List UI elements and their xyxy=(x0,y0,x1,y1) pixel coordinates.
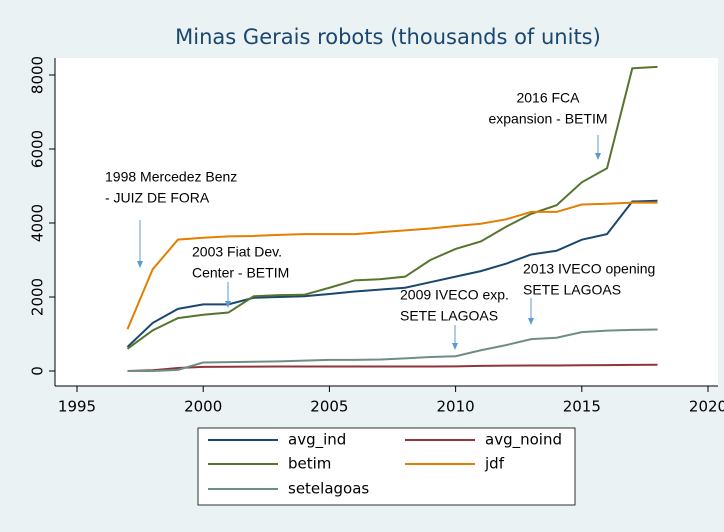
y-tick-label: 2000 xyxy=(29,278,47,316)
annotation: SETE LAGOAS xyxy=(400,308,498,324)
plot-area xyxy=(55,58,718,386)
annotation: Center - BETIM xyxy=(192,265,289,281)
x-tick-label: 2010 xyxy=(437,398,475,416)
y-tick-label: 8000 xyxy=(29,56,47,94)
legend-label: jdf xyxy=(484,455,505,473)
x-tick-label: 2020 xyxy=(689,398,724,416)
arrow-head xyxy=(528,318,534,325)
y-tick-label: 4000 xyxy=(29,204,47,242)
y-tick-label: 6000 xyxy=(29,130,47,168)
arrow-head xyxy=(137,261,143,268)
annotation: 2009 IVECO exp. xyxy=(400,287,509,303)
arrow-head xyxy=(452,343,458,350)
chart-title: Minas Gerais robots (thousands of units) xyxy=(175,25,601,49)
annotation: 2003 Fiat Dev. xyxy=(192,244,282,260)
x-tick-label: 1995 xyxy=(58,398,96,416)
series-line xyxy=(127,363,658,372)
legend-label: avg_noind xyxy=(485,431,562,450)
series-line xyxy=(126,201,658,330)
legend-label: setelagoas xyxy=(288,480,369,498)
series-line xyxy=(126,65,658,350)
x-tick-label: 2005 xyxy=(310,398,348,416)
annotation: - JUIZ DE FORA xyxy=(105,190,210,206)
series-line xyxy=(127,328,658,372)
arrow-head xyxy=(225,301,231,308)
y-tick-label: 0 xyxy=(29,366,47,376)
x-tick-label: 2015 xyxy=(563,398,601,416)
legend-label: betim xyxy=(288,455,331,473)
annotation: 1998 Mercedez Benz xyxy=(105,169,237,185)
annotation: expansion - BETIM xyxy=(488,111,607,127)
legend-label: avg_ind xyxy=(288,431,346,450)
arrow-head xyxy=(595,153,601,160)
annotation: 2016 FCA xyxy=(516,90,580,106)
annotation: SETE LAGOAS xyxy=(523,282,621,298)
x-tick-label: 2000 xyxy=(184,398,222,416)
series-line xyxy=(126,199,658,348)
annotation: 2013 IVECO opening xyxy=(523,261,655,277)
